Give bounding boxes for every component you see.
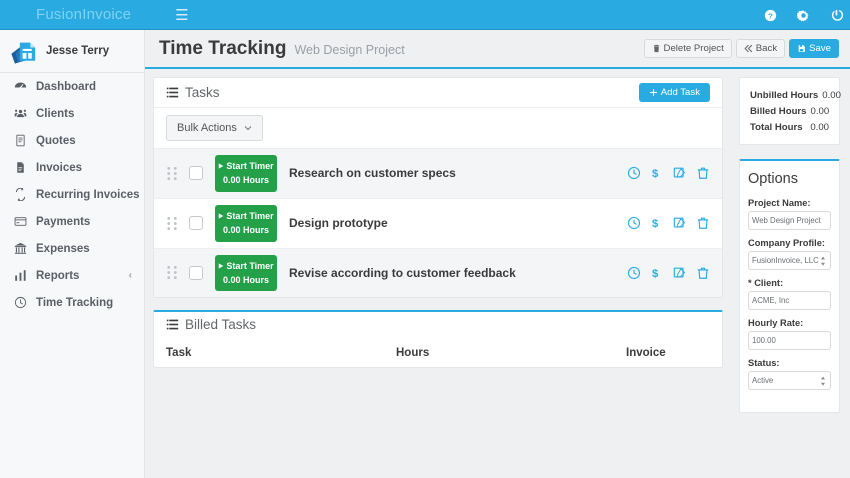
svg-text:?: ? (768, 11, 773, 20)
svg-text:$: $ (652, 268, 659, 280)
svg-text:$: $ (652, 168, 659, 180)
svg-text:$: $ (652, 218, 659, 230)
